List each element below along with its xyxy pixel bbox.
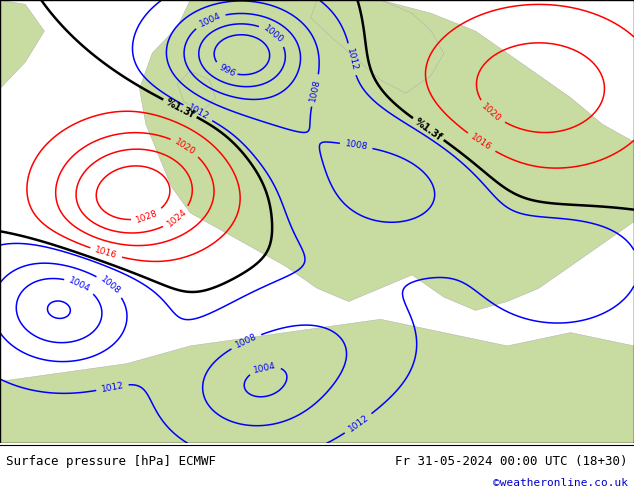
Text: 1028: 1028 xyxy=(135,208,159,225)
Text: 1020: 1020 xyxy=(173,137,197,157)
Polygon shape xyxy=(0,0,44,89)
Text: 1004: 1004 xyxy=(252,361,277,375)
Text: %1.3f: %1.3f xyxy=(413,116,444,142)
Text: 1004: 1004 xyxy=(68,276,92,294)
Text: 1000: 1000 xyxy=(262,24,285,45)
Text: Surface pressure [hPa] ECMWF: Surface pressure [hPa] ECMWF xyxy=(6,455,216,467)
Polygon shape xyxy=(311,0,444,93)
Text: 1024: 1024 xyxy=(165,207,188,229)
Polygon shape xyxy=(139,0,634,311)
Text: 1008: 1008 xyxy=(234,332,258,350)
Text: 996: 996 xyxy=(217,63,236,79)
Text: 1012: 1012 xyxy=(186,103,210,122)
Text: 1008: 1008 xyxy=(98,275,122,296)
Text: 1012: 1012 xyxy=(345,47,359,72)
Text: 1012: 1012 xyxy=(100,381,124,394)
Text: 1008: 1008 xyxy=(308,78,322,103)
Polygon shape xyxy=(178,71,216,111)
Text: 1008: 1008 xyxy=(344,139,368,152)
Text: ©weatheronline.co.uk: ©weatheronline.co.uk xyxy=(493,478,628,488)
Polygon shape xyxy=(0,319,634,443)
Text: 1016: 1016 xyxy=(94,245,119,261)
Text: Fr 31-05-2024 00:00 UTC (18+30): Fr 31-05-2024 00:00 UTC (18+30) xyxy=(395,455,628,467)
Text: 1016: 1016 xyxy=(469,132,493,152)
Text: 1012: 1012 xyxy=(346,413,370,434)
Text: 1004: 1004 xyxy=(198,11,222,29)
Text: %1.3f: %1.3f xyxy=(164,97,196,120)
Text: 1020: 1020 xyxy=(480,102,503,123)
